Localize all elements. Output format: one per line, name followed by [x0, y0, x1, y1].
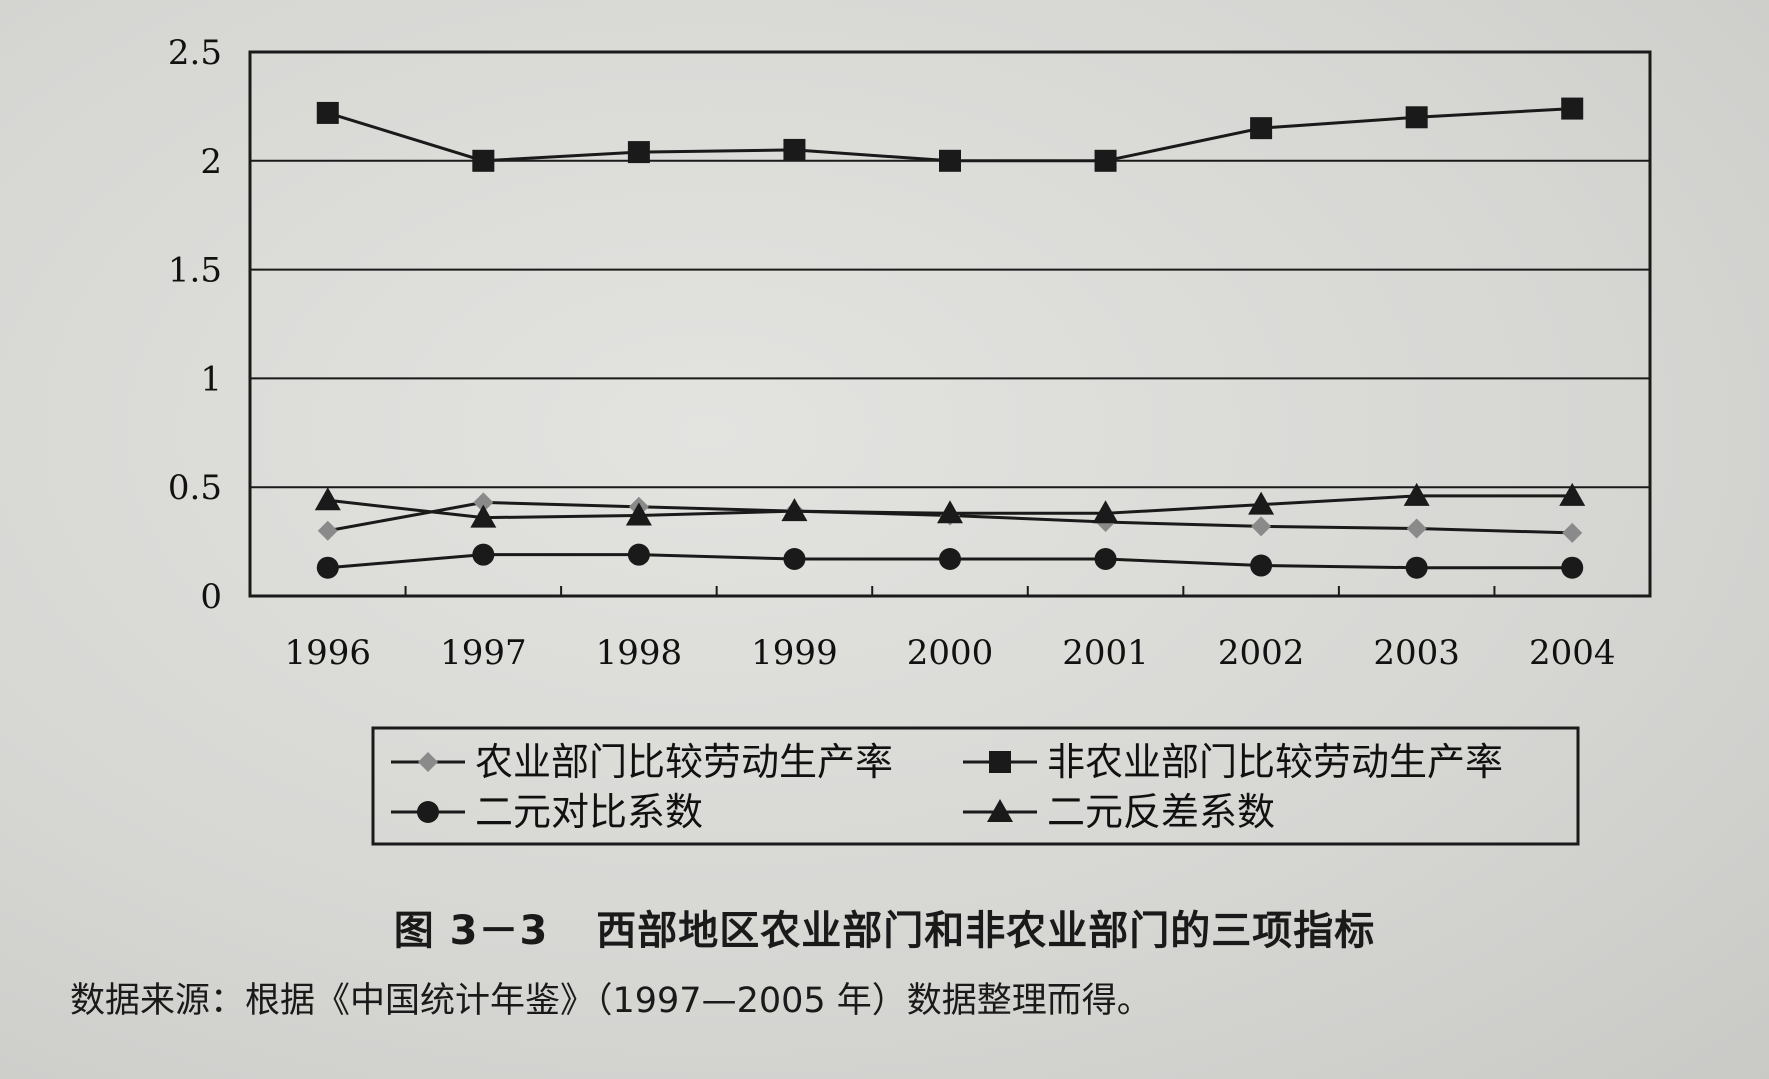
series-3 [316, 543, 1584, 579]
x-tick-label: 2000 [907, 633, 994, 673]
x-tick-label: 2001 [1062, 633, 1149, 673]
data-point [939, 149, 961, 172]
data-point [473, 492, 494, 513]
data-point [939, 548, 961, 571]
series-4 [314, 482, 1586, 528]
data-point [1406, 518, 1427, 539]
y-tick-label: 0.5 [168, 468, 222, 508]
legend-marker [417, 801, 439, 823]
data-point [1094, 548, 1117, 571]
legend-label: 二元对比系数 [475, 790, 703, 834]
data-point [317, 520, 338, 541]
y-tick-label: 2.5 [168, 33, 222, 73]
data-point [1559, 482, 1586, 506]
data-point [1561, 97, 1584, 120]
source-note: 数据来源：根据《中国统计年鉴》（1997—2005 年）数据整理而得。 [70, 981, 1152, 1021]
data-point [1092, 500, 1119, 524]
legend-item: 农业部门比较劳动生产率 [391, 740, 893, 784]
y-tick-label: 0 [200, 577, 222, 617]
legend-label: 非农业部门比较劳动生产率 [1047, 740, 1503, 784]
data-point [937, 500, 963, 524]
legend-label: 二元反差系数 [1047, 790, 1275, 834]
figure-number: 图 3－3 [393, 908, 549, 954]
legend-item: 非农业部门比较劳动生产率 [963, 740, 1503, 784]
x-tick-label: 1996 [285, 633, 372, 673]
data-point [470, 504, 497, 528]
legend-marker [989, 751, 1011, 773]
data-point [783, 548, 806, 571]
data-point [1251, 516, 1272, 537]
legend-marker [418, 752, 438, 772]
data-point [627, 543, 650, 566]
y-tick-label: 1.5 [168, 251, 222, 291]
x-tick-label: 2002 [1218, 633, 1305, 673]
legend-box [371, 726, 1580, 846]
data-point [625, 502, 652, 526]
y-tick-label: 2 [200, 142, 222, 182]
data-point [1405, 556, 1428, 579]
x-tick-label: 2004 [1529, 633, 1616, 673]
data-point [783, 138, 806, 161]
legend-item: 二元反差系数 [963, 790, 1275, 834]
legend-label: 农业部门比较劳动生产率 [475, 740, 893, 784]
data-point [627, 141, 650, 164]
data-point [1561, 556, 1584, 579]
figure-caption: 图 3－3 西部地区农业部门和非农业部门的三项指标 [0, 898, 1769, 956]
legend-item: 二元对比系数 [391, 790, 703, 834]
data-point [472, 149, 495, 172]
x-tick-label: 1997 [440, 633, 527, 673]
data-point [1250, 117, 1273, 140]
data-point [1562, 522, 1583, 543]
data-point [1405, 106, 1428, 129]
x-tick-label: 2003 [1373, 633, 1460, 673]
data-point [316, 101, 339, 124]
legend-marker [987, 799, 1013, 822]
x-tick-label: 1999 [751, 633, 838, 673]
series-2 [316, 97, 1584, 172]
data-point [314, 487, 341, 511]
data-point [1094, 149, 1117, 172]
data-point [1250, 554, 1273, 577]
data-point [1403, 482, 1430, 506]
x-tick-label: 1998 [596, 633, 683, 673]
plot-frame [248, 50, 1652, 598]
data-point [1248, 491, 1275, 515]
data-point [781, 498, 808, 522]
y-tick-label: 1 [200, 359, 222, 399]
figure-title: 西部地区农业部门和非农业部门的三项指标 [596, 908, 1376, 954]
data-point [316, 556, 339, 579]
data-point [472, 543, 495, 566]
